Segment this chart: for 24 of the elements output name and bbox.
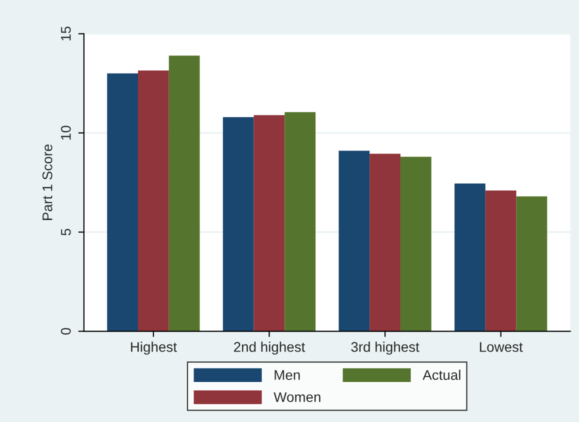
bar (485, 190, 516, 332)
bar (168, 56, 200, 332)
bar (454, 184, 486, 332)
bar (138, 70, 169, 332)
x-tick-label: 3rd highest (351, 342, 420, 355)
y-tick-label: 10 (60, 126, 71, 140)
y-tick-label: 5 (61, 228, 71, 236)
x-tick-label: 2nd highest (234, 342, 306, 355)
legend-label: Women (274, 392, 320, 402)
legend-label: Actual (422, 370, 460, 380)
bar (254, 115, 285, 332)
bar (338, 150, 370, 332)
y-tick-label: 0 (60, 328, 71, 335)
y-tick-label: 15 (61, 26, 71, 40)
bar (516, 196, 548, 332)
bar (400, 156, 432, 332)
x-tick-label: Highest (131, 342, 177, 355)
y-axis-title: Part 1 Score (42, 144, 52, 220)
legend-label: Men (274, 370, 300, 380)
bar (370, 154, 400, 332)
bar (284, 112, 316, 332)
bar (107, 73, 138, 332)
x-tick-label: Lowest (480, 342, 523, 352)
bar (222, 117, 254, 332)
